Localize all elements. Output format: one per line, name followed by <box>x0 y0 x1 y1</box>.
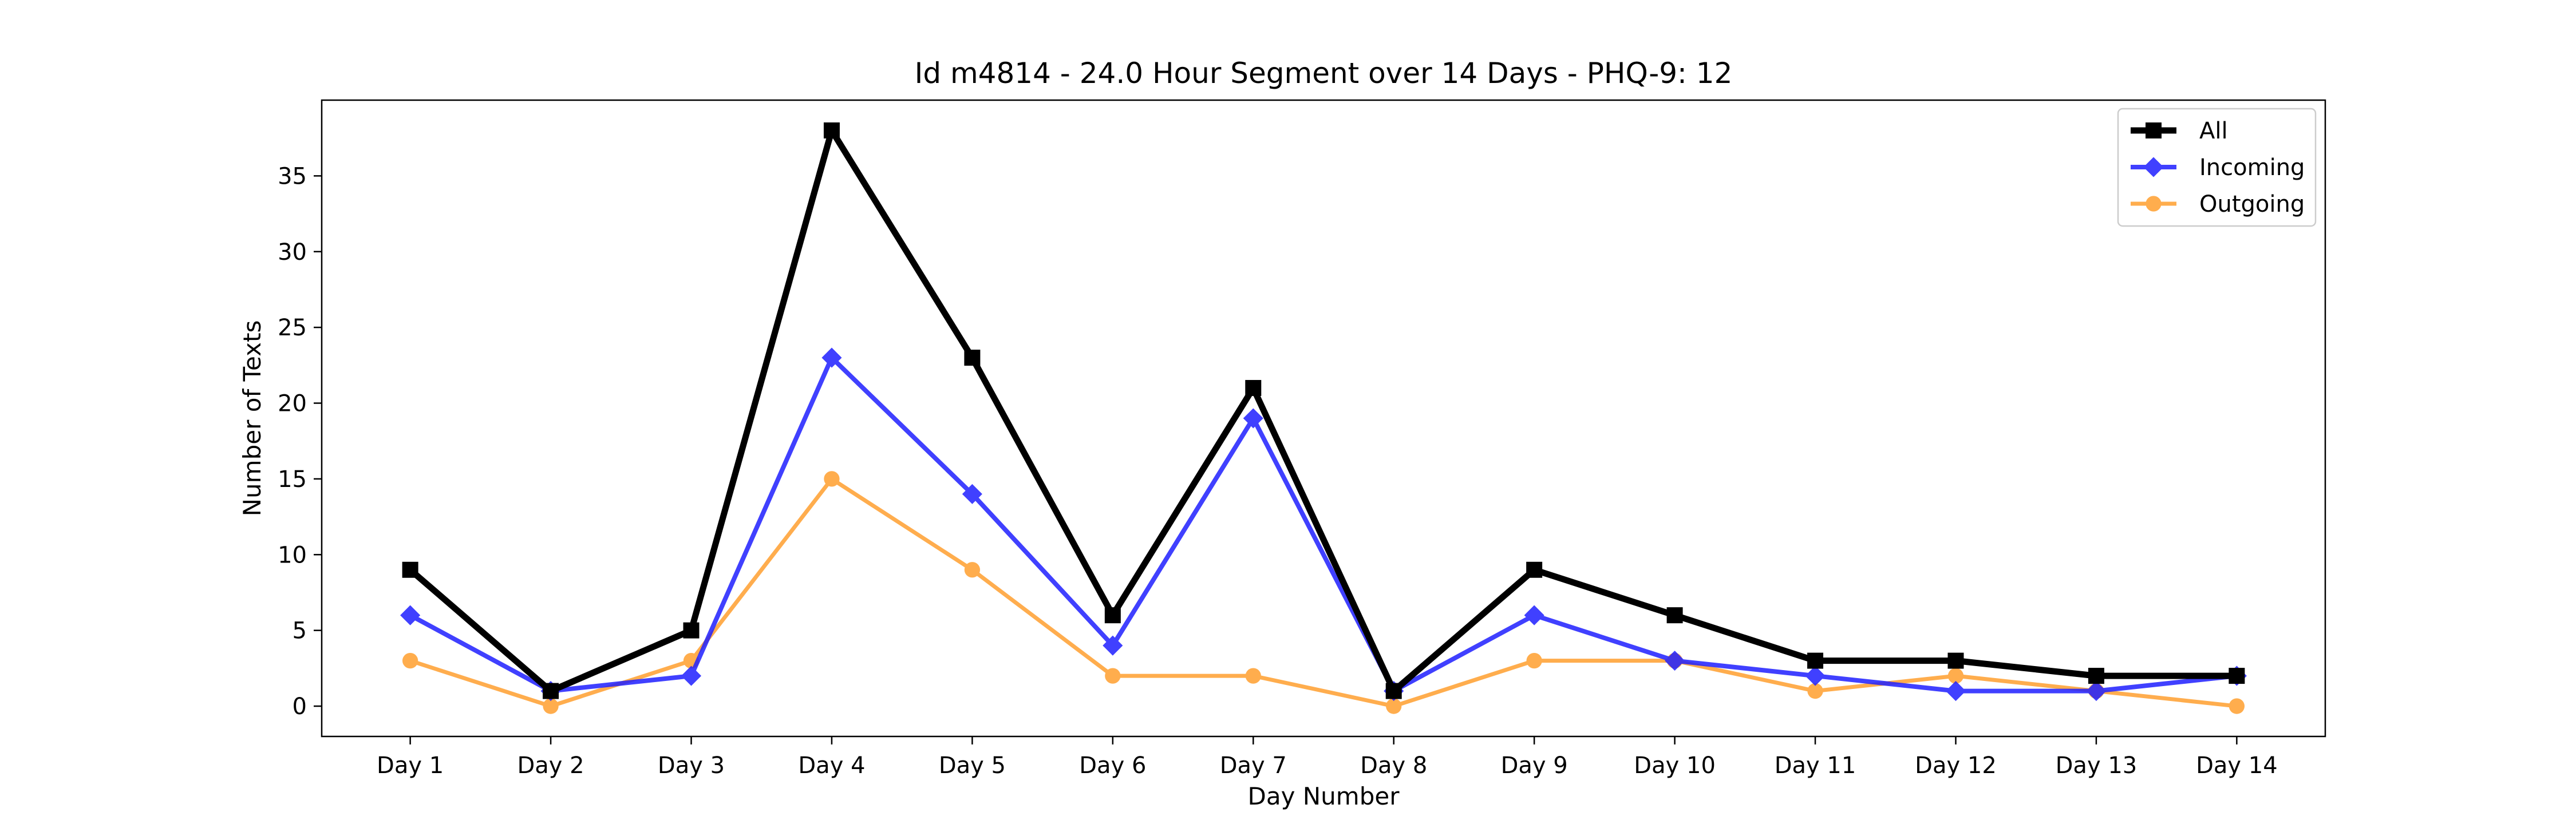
data-point-outgoing <box>1526 652 1542 669</box>
data-point-outgoing <box>824 471 840 487</box>
data-point-incoming <box>1945 681 1966 702</box>
x-tick-label: Day 13 <box>2056 752 2138 779</box>
data-point-all <box>823 122 840 138</box>
data-point-all <box>543 683 559 699</box>
x-tick-label: Day 7 <box>1220 752 1287 779</box>
x-tick-label: Day 11 <box>1775 752 1856 779</box>
x-tick-label: Day 3 <box>658 752 725 779</box>
chart-title: Id m4814 - 24.0 Hour Segment over 14 Day… <box>915 57 1733 90</box>
legend-label: Outgoing <box>2199 191 2305 217</box>
plot-frame <box>321 99 2326 738</box>
y-tick-label: 10 <box>278 542 307 568</box>
y-axis: 0 5 10 15 20 25 30 35 <box>278 163 322 720</box>
data-point-incoming <box>962 484 982 504</box>
y-axis-label: Number of Texts <box>238 320 266 517</box>
data-point-all <box>2229 668 2245 684</box>
data-point-all <box>683 622 700 639</box>
y-tick-label: 25 <box>278 315 307 341</box>
y-tick-label: 15 <box>278 466 307 493</box>
series-line-incoming <box>409 354 2237 695</box>
y-tick-label: 30 <box>278 239 307 266</box>
y-tick-label: 5 <box>293 618 307 644</box>
x-tick-label: Day 8 <box>1360 752 1427 779</box>
x-tick-label: Day 4 <box>798 752 865 779</box>
data-point-incoming <box>1524 605 1544 625</box>
data-point-incoming <box>1805 665 1826 686</box>
series-all <box>402 122 2245 699</box>
data-point-all <box>402 561 418 578</box>
legend-items: All Incoming Outgoing <box>2131 118 2305 217</box>
data-point-outgoing <box>1947 668 1964 684</box>
data-point-all <box>964 350 981 366</box>
x-tick-label: Day 12 <box>1915 752 1997 779</box>
x-tick-label: Day 5 <box>939 752 1006 779</box>
data-point-outgoing <box>402 652 418 669</box>
data-point-all <box>1947 652 1964 669</box>
data-point-all <box>1666 607 1683 624</box>
data-point-incoming <box>2086 681 2107 702</box>
legend: All Incoming Outgoing <box>2117 108 2317 227</box>
x-tick-label: Day 6 <box>1079 752 1146 779</box>
legend-label: All <box>2199 118 2228 144</box>
series-layer <box>400 122 2247 714</box>
x-tick-label: Day 14 <box>2196 752 2278 779</box>
x-tick-label: Day 9 <box>1501 752 1568 779</box>
y-tick-label: 20 <box>278 391 307 417</box>
data-point-incoming <box>1103 635 1123 656</box>
legend-marker <box>2146 196 2162 212</box>
data-point-outgoing <box>1386 698 1402 714</box>
data-point-outgoing <box>1105 668 1121 684</box>
data-point-outgoing <box>1245 668 1261 684</box>
data-point-all <box>1385 683 1402 699</box>
legend-label: Incoming <box>2199 154 2305 181</box>
x-tick-label: Day 10 <box>1634 752 1716 779</box>
legend-item-all <box>2131 122 2176 138</box>
data-point-outgoing <box>1807 683 1823 699</box>
x-tick-label: Day 1 <box>377 752 444 779</box>
y-tick-label: 0 <box>293 694 307 720</box>
series-line-all <box>408 122 2237 696</box>
legend-marker <box>2143 157 2164 177</box>
data-point-outgoing <box>2229 698 2245 714</box>
data-point-all <box>1807 652 1824 669</box>
y-tick-label: 35 <box>278 163 307 189</box>
data-point-all <box>1104 607 1121 624</box>
x-tick-label: Day 2 <box>517 752 584 779</box>
data-point-all <box>2088 668 2104 684</box>
data-point-incoming <box>821 347 842 368</box>
data-point-incoming <box>681 665 702 686</box>
data-point-outgoing <box>543 698 559 714</box>
legend-item-outgoing <box>2131 196 2176 212</box>
data-point-outgoing <box>964 562 981 578</box>
x-axis-label: Day Number <box>1247 782 1400 810</box>
legend-marker <box>2146 122 2162 138</box>
legend-item-incoming <box>2131 157 2176 177</box>
series-line-outgoing <box>409 476 2237 708</box>
data-point-incoming <box>400 605 421 625</box>
data-point-incoming <box>1665 651 1685 671</box>
data-point-all <box>1245 380 1262 397</box>
data-point-incoming <box>1243 408 1263 429</box>
data-point-all <box>1526 561 1543 578</box>
legend-box <box>2117 108 2317 227</box>
x-axis: Day 1 Day 2 Day 3 Day 4 Day 5 Day 6 Day 7 Day 8… <box>377 736 2278 779</box>
